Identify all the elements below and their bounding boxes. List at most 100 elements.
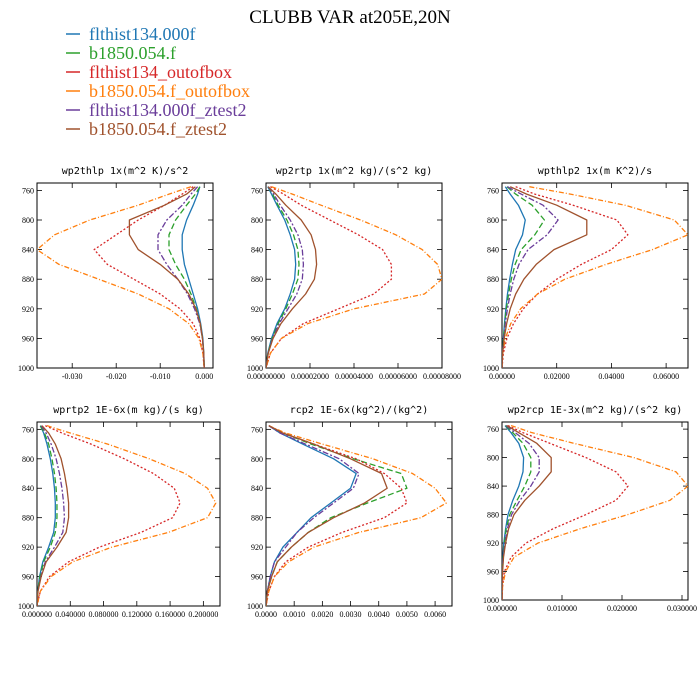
x-tick-label: -0.010 bbox=[150, 372, 171, 381]
y-tick-label: 800 bbox=[487, 216, 499, 225]
series-line-2 bbox=[266, 186, 300, 368]
x-tick-label: 0.200000 bbox=[188, 610, 218, 619]
legend-label: b1850.054.f_outofbox bbox=[89, 81, 250, 101]
y-tick-label: 920 bbox=[251, 543, 263, 552]
x-tick-label: 0.0050 bbox=[396, 610, 418, 619]
x-tick-label: 0.00000000 bbox=[247, 372, 285, 381]
panel-4: wprtp2 1E-6x(m kg)/(s kg) 760 800 840 880 920… bbox=[18, 405, 221, 619]
series-line-5 bbox=[502, 425, 540, 600]
x-tick-label: 0.000000 bbox=[22, 610, 52, 619]
y-tick-label: 840 bbox=[487, 482, 499, 491]
x-tick-label: 0.00004000 bbox=[335, 372, 373, 381]
plot-frame bbox=[501, 421, 689, 601]
x-tick-label: 0.02000 bbox=[544, 372, 570, 381]
x-tick-label: 0.0030 bbox=[340, 610, 362, 619]
y-tick-label: 760 bbox=[251, 186, 263, 195]
series-line-5 bbox=[157, 186, 205, 368]
series-line-6 bbox=[266, 186, 318, 368]
y-tick-label: 920 bbox=[22, 305, 34, 314]
x-tick-label: 0.00000 bbox=[489, 372, 515, 381]
y-tick-label: 1000 bbox=[18, 602, 34, 611]
series-group bbox=[266, 425, 448, 606]
series-group bbox=[37, 425, 217, 606]
series-group bbox=[37, 186, 205, 368]
panel-title: wprtp2 1E-6x(m kg)/(s kg) bbox=[53, 405, 204, 416]
series-group bbox=[502, 186, 688, 368]
y-tick-label: 960 bbox=[251, 334, 263, 343]
x-tick-label: 0.030000 bbox=[667, 604, 697, 613]
y-tick-label: 760 bbox=[487, 425, 499, 434]
y-tick-label: 800 bbox=[251, 455, 263, 464]
y-tick-label: 1000 bbox=[247, 602, 263, 611]
y-tick-label: 760 bbox=[487, 186, 499, 195]
legend-item: b1850.054.f bbox=[66, 43, 176, 63]
series-line-4 bbox=[266, 425, 448, 606]
series-line-6 bbox=[128, 186, 205, 368]
x-tick-label: -0.020 bbox=[106, 372, 127, 381]
y-tick-label: 800 bbox=[251, 216, 263, 225]
y-tick-label: 760 bbox=[251, 425, 263, 434]
y-tick-label: 840 bbox=[487, 246, 499, 255]
series-line-2 bbox=[37, 425, 58, 606]
y-tick-label: 1000 bbox=[247, 364, 263, 373]
series-line-3 bbox=[37, 425, 181, 606]
plot-frame bbox=[501, 182, 689, 369]
series-line-3 bbox=[502, 424, 629, 600]
series-group bbox=[266, 186, 442, 368]
x-tick-label: 0.080000 bbox=[89, 610, 119, 619]
legend-item: flthist134.000f_ztest2 bbox=[66, 100, 246, 120]
legend-item: b1850.054.f_outofbox bbox=[66, 81, 250, 101]
y-tick-label: 960 bbox=[251, 573, 263, 582]
panel-5: rcp2 1E-6x(kg^2)/(kg^2) 760 800 840 880 920 96… bbox=[247, 405, 453, 619]
y-tick-label: 1000 bbox=[483, 364, 499, 373]
y-tick-label: 840 bbox=[251, 484, 263, 493]
series-group bbox=[502, 424, 688, 600]
x-tick-label: 0.04000 bbox=[598, 372, 624, 381]
y-tick-label: 920 bbox=[251, 305, 263, 314]
y-tick-label: 760 bbox=[22, 425, 34, 434]
legend: flthist134.000fb1850.054.fflthist134_out… bbox=[66, 24, 250, 139]
panel-1: wp2thlp 1x(m^2 K)/s^2 760 800 840 880 920 960 1… bbox=[18, 166, 214, 381]
series-line-1 bbox=[502, 186, 526, 368]
x-tick-label: 0.040000 bbox=[55, 610, 85, 619]
x-tick-label: 0.000000 bbox=[487, 604, 517, 613]
panel-2: wp2rtp 1x(m^2 kg)/(s^2 kg) 760 800 840 880 92… bbox=[247, 166, 461, 381]
panel-title: wpthlp2 1x(m K^2)/s bbox=[538, 166, 652, 177]
x-tick-label: 0.120000 bbox=[122, 610, 152, 619]
series-line-6 bbox=[502, 186, 588, 368]
y-tick-label: 880 bbox=[22, 275, 34, 284]
y-tick-label: 920 bbox=[22, 543, 34, 552]
panel-title: rcp2 1E-6x(kg^2)/(kg^2) bbox=[290, 405, 428, 416]
y-tick-label: 880 bbox=[487, 511, 499, 520]
y-tick-label: 1000 bbox=[483, 596, 499, 605]
y-tick-label: 840 bbox=[22, 484, 34, 493]
x-tick-label: 0.020000 bbox=[607, 604, 637, 613]
y-tick-label: 800 bbox=[487, 454, 499, 463]
x-tick-label: 0.0000 bbox=[255, 610, 277, 619]
series-line-6 bbox=[502, 425, 552, 600]
series-line-3 bbox=[93, 186, 205, 368]
series-line-4 bbox=[266, 186, 442, 368]
series-line-6 bbox=[37, 425, 70, 606]
panels: wp2thlp 1x(m^2 K)/s^2 760 800 840 880 920 960 1… bbox=[18, 166, 697, 619]
y-tick-label: 840 bbox=[251, 246, 263, 255]
series-line-2 bbox=[502, 186, 546, 368]
legend-item: b1850.054.f_ztest2 bbox=[66, 119, 227, 139]
y-tick-label: 960 bbox=[487, 334, 499, 343]
y-tick-label: 760 bbox=[22, 186, 34, 195]
legend-label: b1850.054.f_ztest2 bbox=[89, 119, 227, 139]
series-line-4 bbox=[502, 186, 688, 368]
panel-title: wp2thlp 1x(m^2 K)/s^2 bbox=[62, 166, 188, 177]
x-tick-label: 0.0020 bbox=[311, 610, 333, 619]
legend-item: flthist134_outofbox bbox=[66, 62, 232, 82]
panel-title: wp2rtp 1x(m^2 kg)/(s^2 kg) bbox=[276, 166, 433, 177]
x-tick-label: 0.06000 bbox=[653, 372, 679, 381]
legend-label: flthist134.000f_ztest2 bbox=[89, 100, 246, 120]
series-line-4 bbox=[502, 424, 688, 600]
x-tick-label: 0.160000 bbox=[155, 610, 185, 619]
series-line-3 bbox=[266, 186, 393, 368]
series-line-1 bbox=[266, 425, 357, 606]
x-tick-label: 0.010000 bbox=[547, 604, 577, 613]
x-tick-label: 0.0060 bbox=[424, 610, 446, 619]
series-line-3 bbox=[502, 186, 629, 368]
